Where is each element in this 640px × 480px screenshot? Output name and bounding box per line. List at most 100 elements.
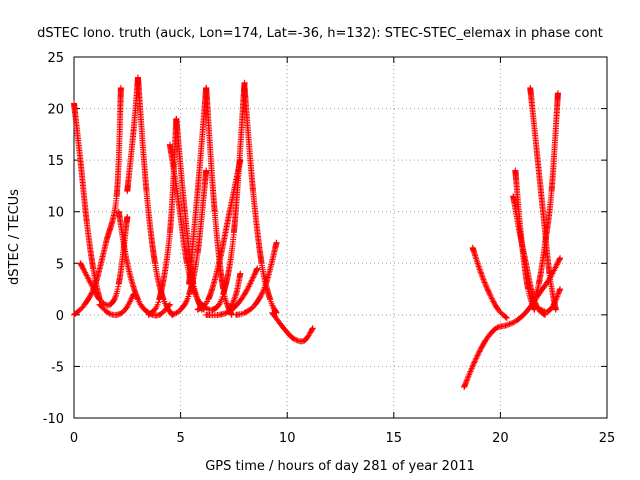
data-point: [477, 345, 484, 352]
data-point: [538, 307, 545, 314]
data-point: [250, 274, 257, 281]
data-point: [542, 311, 549, 318]
tick-labels: 0 5 10 15 20 25 -10 -5 0 5 10 15 20 25: [43, 51, 616, 446]
data-points: [71, 74, 564, 391]
data-point: [491, 299, 498, 306]
data-point: [92, 289, 99, 296]
data-point: [471, 358, 478, 365]
data-point: [476, 265, 483, 272]
data-point: [552, 297, 559, 304]
data-point: [464, 376, 471, 383]
data-point: [86, 277, 93, 284]
x-tick-label: 20: [492, 431, 509, 446]
data-point: [473, 255, 480, 262]
data-point: [89, 283, 96, 290]
data-point: [257, 293, 264, 300]
data-point: [480, 276, 487, 283]
data-point: [472, 356, 479, 363]
y-tick-label: -10: [43, 412, 64, 427]
x-axis-label: GPS time / hours of day 281 of year 2011: [205, 459, 475, 474]
data-point: [111, 295, 118, 302]
data-point: [216, 301, 223, 308]
data-point: [244, 286, 251, 293]
data-point: [155, 299, 162, 306]
data-point: [489, 297, 496, 304]
data-point: [79, 264, 86, 271]
data-point: [228, 302, 235, 309]
data-point: [494, 324, 501, 331]
y-tick-label: 0: [56, 309, 64, 324]
y-tick-label: 15: [47, 154, 64, 169]
data-point: [105, 309, 112, 316]
data-point: [490, 298, 497, 305]
y-axis-label: dSTEC / TECUs: [7, 189, 22, 285]
data-point: [493, 325, 500, 332]
data-point: [258, 292, 265, 299]
x-tick-label: 25: [599, 431, 616, 446]
data-point: [510, 319, 517, 326]
data-point: [309, 325, 316, 332]
data-point: [241, 79, 248, 86]
data-point: [482, 282, 489, 289]
data-point: [473, 257, 480, 264]
data-point: [230, 298, 237, 305]
data-point: [553, 261, 560, 268]
data-point: [181, 301, 188, 308]
data-point: [481, 278, 488, 285]
data-point: [552, 264, 559, 271]
data-point: [117, 84, 124, 91]
data-point: [90, 285, 97, 292]
data-point: [475, 263, 482, 270]
data-point: [166, 302, 173, 309]
data-point: [507, 320, 514, 327]
data-point: [554, 291, 561, 298]
data-point: [237, 270, 244, 277]
data-point: [237, 157, 244, 164]
data-point: [101, 301, 108, 308]
y-tick-label: 20: [47, 103, 64, 118]
data-point: [482, 280, 489, 287]
data-point: [151, 306, 158, 313]
data-point: [474, 260, 481, 267]
data-point: [488, 294, 495, 301]
data-point: [475, 261, 482, 268]
data-point: [229, 300, 236, 307]
data-point: [488, 295, 495, 302]
data-point: [243, 287, 250, 294]
data-point: [509, 320, 516, 327]
data-point: [503, 322, 510, 329]
data-point: [473, 353, 480, 360]
data-point: [486, 291, 493, 298]
data-point: [476, 348, 483, 355]
data-point: [474, 352, 481, 359]
y-tick-label: 10: [47, 206, 64, 221]
data-point: [553, 263, 560, 270]
data-point: [223, 300, 230, 307]
chart-title: dSTEC Iono. truth (auck, Lon=174, Lat=-3…: [37, 26, 603, 41]
data-point: [87, 279, 94, 286]
data-point: [469, 363, 476, 370]
data-point: [258, 290, 265, 297]
data-point: [259, 289, 266, 296]
data-point: [557, 286, 564, 293]
data-point: [557, 255, 564, 262]
data-point: [250, 272, 257, 279]
data-point: [555, 290, 562, 297]
data-point: [487, 292, 494, 299]
data-point: [96, 296, 103, 303]
plot-frame: [73, 56, 608, 419]
data-point: [254, 265, 261, 272]
data-point: [551, 300, 558, 307]
data-point: [223, 309, 230, 316]
x-tick-label: 0: [70, 431, 78, 446]
data-point: [249, 275, 256, 282]
data-point: [293, 337, 300, 344]
x-tick-label: 5: [176, 431, 184, 446]
data-point: [228, 301, 235, 308]
data-point: [473, 355, 480, 362]
data-point: [97, 297, 104, 304]
data-point: [474, 258, 481, 265]
data-point: [124, 213, 131, 220]
data-point: [80, 266, 87, 273]
